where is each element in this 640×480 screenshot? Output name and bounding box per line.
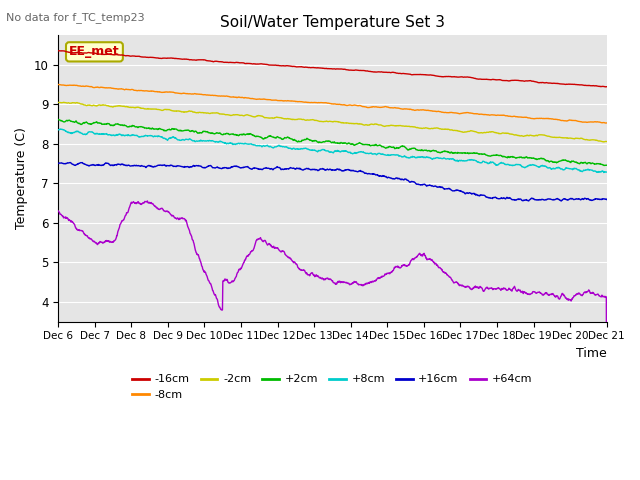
X-axis label: Time: Time: [576, 347, 607, 360]
Title: Soil/Water Temperature Set 3: Soil/Water Temperature Set 3: [220, 15, 445, 30]
Text: No data for f_TC_temp23: No data for f_TC_temp23: [6, 12, 145, 23]
Y-axis label: Temperature (C): Temperature (C): [15, 128, 28, 229]
Text: EE_met: EE_met: [69, 45, 120, 59]
Legend: -16cm, -8cm, -2cm, +2cm, +8cm, +16cm, +64cm: -16cm, -8cm, -2cm, +2cm, +8cm, +16cm, +6…: [128, 370, 537, 405]
